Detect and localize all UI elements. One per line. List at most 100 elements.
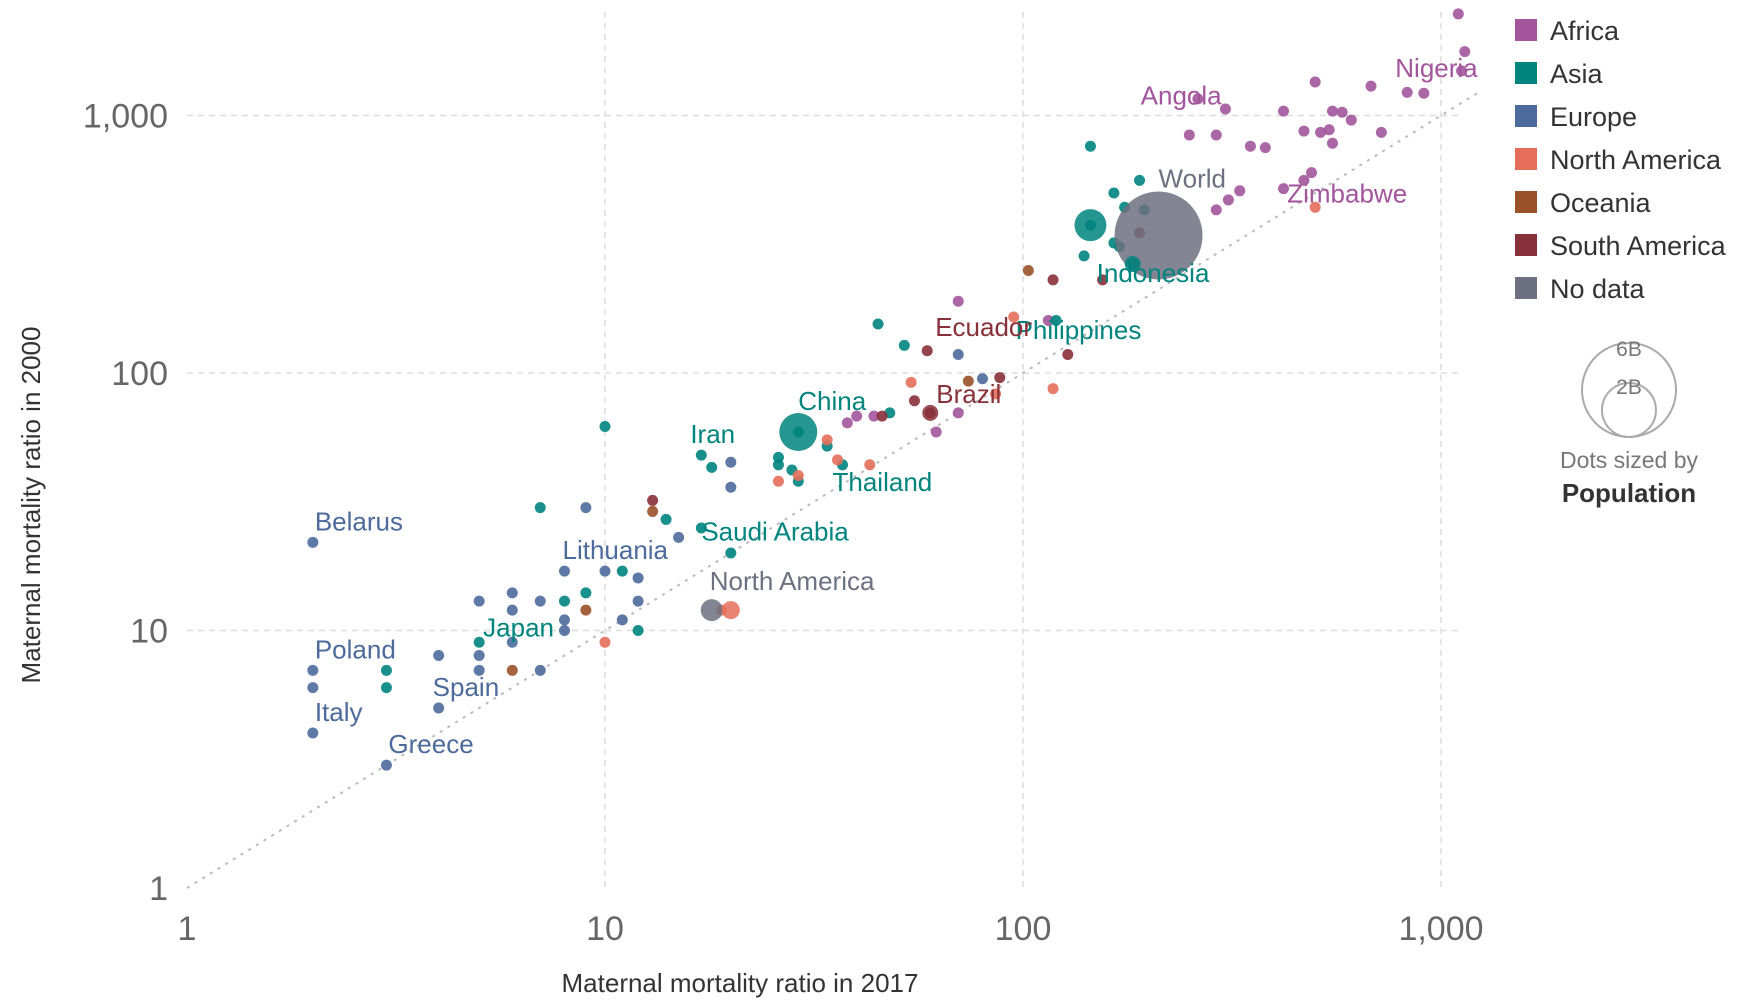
- legend-label: Africa: [1550, 16, 1620, 46]
- data-point: [1047, 383, 1059, 395]
- legend-label: Europe: [1550, 102, 1637, 132]
- point-label-zimbabwe: Zimbabwe: [1287, 179, 1407, 209]
- data-point: [868, 410, 880, 422]
- data-point: [864, 459, 876, 471]
- data-point: [534, 664, 546, 676]
- data-point: [558, 625, 570, 636]
- data-point: [1084, 140, 1096, 152]
- point-label-belarus: Belarus: [315, 506, 403, 536]
- point-label-iran: Iran: [690, 419, 735, 449]
- grid: [187, 12, 1460, 888]
- reference-diagonal-line: [186, 91, 1480, 889]
- population-bubble: [700, 599, 723, 622]
- point-labels: Nigeria Angola Zimbabwe World Indonesia Phili…: [315, 53, 1478, 759]
- x-tick-label: 10: [586, 910, 624, 948]
- data-point: [599, 636, 611, 648]
- data-point: [1459, 46, 1471, 58]
- data-point: [506, 587, 518, 599]
- x-axis-title: Maternal mortality ratio in 2017: [562, 968, 919, 998]
- data-point: [1097, 274, 1109, 286]
- data-points: [307, 8, 1471, 771]
- data-point: [380, 664, 392, 676]
- y-tick-label: 100: [111, 355, 168, 393]
- data-point: [558, 565, 570, 577]
- data-point: [841, 417, 853, 429]
- legend-label: Asia: [1550, 59, 1604, 89]
- data-point: [725, 547, 737, 559]
- data-point: [952, 348, 964, 360]
- data-point: [632, 572, 644, 584]
- data-point: [632, 625, 644, 636]
- data-point: [1192, 93, 1204, 105]
- data-point: [725, 456, 737, 468]
- legend-label: Oceania: [1550, 188, 1652, 218]
- data-point: [632, 595, 644, 607]
- data-point: [599, 420, 611, 432]
- data-point: [1375, 126, 1387, 138]
- x-tick-label: 100: [995, 910, 1052, 948]
- data-point: [1244, 140, 1256, 152]
- size-legend-note: Dots sized by: [1560, 447, 1699, 473]
- data-point: [695, 449, 707, 461]
- data-point: [1210, 129, 1222, 141]
- data-point: [580, 587, 592, 599]
- y-axis-title: Maternal mortality ratio in 2000: [16, 327, 46, 684]
- data-point: [647, 494, 659, 506]
- data-point: [1022, 265, 1034, 277]
- data-point: [1278, 183, 1290, 195]
- data-point: [558, 595, 570, 607]
- data-point: [307, 727, 319, 739]
- point-label-indonesia: Indonesia: [1097, 258, 1210, 288]
- data-point: [1336, 106, 1348, 118]
- point-label-north-america: North America: [710, 566, 875, 596]
- data-point: [905, 376, 917, 388]
- legend-swatch: [1515, 148, 1537, 170]
- point-label-spain: Spain: [433, 672, 500, 702]
- size-legend-small-label: 2B: [1616, 376, 1642, 399]
- data-point: [580, 604, 592, 616]
- data-point: [1452, 8, 1464, 20]
- data-point: [580, 502, 592, 514]
- legend-label: No data: [1550, 274, 1646, 304]
- data-point: [616, 565, 628, 577]
- data-point: [1078, 250, 1090, 262]
- x-tick-label: 1,000: [1398, 910, 1483, 948]
- point-label-greece: Greece: [388, 729, 473, 759]
- data-point: [952, 407, 964, 419]
- data-point: [725, 481, 737, 493]
- data-point: [1401, 86, 1413, 98]
- point-label-angola: Angola: [1141, 80, 1222, 110]
- data-point: [673, 531, 685, 543]
- point-label-japan: Japan: [483, 612, 554, 642]
- data-point: [380, 682, 392, 694]
- y-tick-label: 1: [149, 870, 168, 908]
- legend-label: North America: [1550, 145, 1722, 175]
- data-point: [1219, 103, 1231, 115]
- data-point: [1315, 126, 1327, 138]
- data-point: [1323, 124, 1335, 136]
- size-legend: 6B 2B Dots sized by Population: [1560, 338, 1699, 508]
- legend-swatch: [1515, 191, 1537, 213]
- data-point: [872, 318, 884, 330]
- point-label-philippines: Philippines: [1016, 315, 1142, 345]
- population-bubble: [922, 404, 939, 421]
- point-label-lithuania: Lithuania: [562, 535, 668, 565]
- point-label-china: China: [798, 386, 866, 416]
- data-point: [1326, 137, 1338, 149]
- data-point: [506, 604, 518, 616]
- data-point: [1298, 125, 1310, 137]
- legend-label: South America: [1550, 231, 1727, 261]
- data-point: [1278, 105, 1290, 117]
- data-point: [473, 649, 485, 661]
- data-point: [921, 345, 933, 357]
- data-point: [1210, 204, 1222, 216]
- data-point: [433, 649, 445, 661]
- data-point: [772, 459, 784, 471]
- data-point: [1298, 174, 1310, 186]
- data-point: [1108, 187, 1120, 199]
- data-point: [695, 522, 707, 534]
- point-label-brazil: Brazil: [936, 379, 1001, 409]
- data-point: [792, 469, 804, 481]
- data-point: [994, 372, 1006, 384]
- data-point: [962, 375, 974, 387]
